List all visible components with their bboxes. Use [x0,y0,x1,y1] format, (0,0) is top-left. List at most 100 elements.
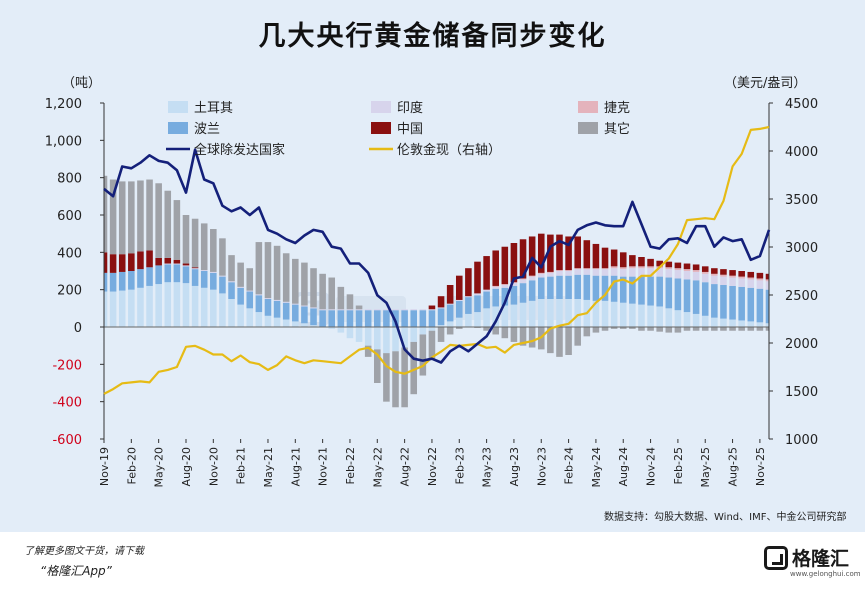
bar-india [401,309,408,311]
bar-poland [492,288,499,307]
bar-india [246,290,254,292]
left-axis-tick-label: 200 [57,284,82,299]
legend-label-poland: 波兰 [194,122,220,137]
bar-other [629,327,636,329]
bar-turkey [200,287,208,327]
bar-poland [756,288,764,323]
bar-turkey [510,304,518,327]
x-axis-tick-label: Aug-22 [399,447,412,486]
bar-czech [756,278,764,281]
bar-china [109,254,117,273]
bar-turkey [104,291,108,327]
bar-india [210,271,217,273]
chart-plot: -600 -400 -200 0 200 400 600 800 1,000 1,200 1000… [45,97,818,488]
bar-china [720,269,727,275]
x-axis-tick-label: May-22 [371,447,384,488]
bar-india [747,279,755,288]
x-axis-tick-label: Nov-24 [645,447,658,486]
bar-poland [419,310,427,327]
bar-czech [610,266,618,269]
bar-czech [629,266,636,269]
bar-turkey [692,313,700,327]
bar-poland [738,286,745,321]
bar-china [765,273,769,280]
bar-turkey [647,305,654,327]
bar-turkey [310,325,317,327]
bar-china [137,251,144,270]
bar-turkey [364,327,372,346]
bar-poland [729,285,736,320]
bar-india [610,268,618,276]
bar-other [264,242,272,299]
bar-other [246,268,254,291]
bar-turkey [556,299,563,327]
bar-other [374,349,381,383]
bar-other [765,327,769,331]
total-reserve-line [103,148,771,364]
bar-poland [537,277,545,299]
bar-india [510,283,518,286]
bar-india [455,299,463,301]
bar-india [483,289,490,292]
bar-other [146,179,153,251]
bar-other [228,255,235,282]
legend-swatch-poland [168,122,188,134]
bar-poland [556,275,563,299]
bar-other [647,327,654,331]
bar-turkey [619,302,627,327]
bar-india [692,271,700,281]
bar-other [437,327,445,342]
bar-other [355,305,363,310]
bar-turkey [118,290,126,327]
bar-turkey [610,301,618,327]
left-axis-tick-label: 800 [57,172,82,187]
right-axis-tick-label: 2000 [785,337,818,352]
left-axis-tick-label: 600 [57,209,82,224]
bar-poland [501,287,509,306]
bar-turkey [638,304,645,327]
legend-label-turkey: 土耳其 [194,101,233,116]
bar-poland [711,284,718,318]
bar-czech [747,277,755,280]
bar-turkey [410,327,418,342]
bar-other [683,327,691,331]
bar-india [501,285,509,288]
bar-china [182,263,190,266]
bar-turkey [765,323,769,327]
bar-poland [765,289,769,324]
bar-india [219,275,226,277]
bar-czech [583,268,591,270]
bar-india [474,293,481,296]
bar-turkey [674,310,682,327]
bar-india [765,281,769,290]
bar-china [701,266,709,272]
bar-china [510,243,518,283]
bar-india [446,303,454,305]
bar-turkey [328,327,336,329]
bar-other [446,327,454,335]
bar-czech [619,267,627,270]
bar-turkey [501,305,509,327]
bar-poland [455,300,463,318]
brand-url: www.gelonghui.com [790,570,861,578]
bar-turkey [246,308,254,327]
bar-china [191,267,199,269]
bar-poland [601,275,609,301]
left-axis-tick-label: -600 [52,433,82,448]
bar-other [200,223,208,271]
bar-china [619,252,627,268]
bar-turkey [264,315,272,327]
bar-czech [647,266,654,269]
bar-turkey [210,289,217,327]
bar-poland [200,271,208,288]
bar-poland [210,272,217,290]
bar-poland [228,282,235,299]
legend-swatch-india [371,101,391,113]
bar-other [701,327,709,331]
bar-china [656,260,663,267]
bar-china [574,236,581,269]
bar-other [583,327,591,337]
x-axis-tick-label: Aug-24 [617,447,630,486]
bar-poland [319,310,326,327]
bar-czech [729,275,736,278]
